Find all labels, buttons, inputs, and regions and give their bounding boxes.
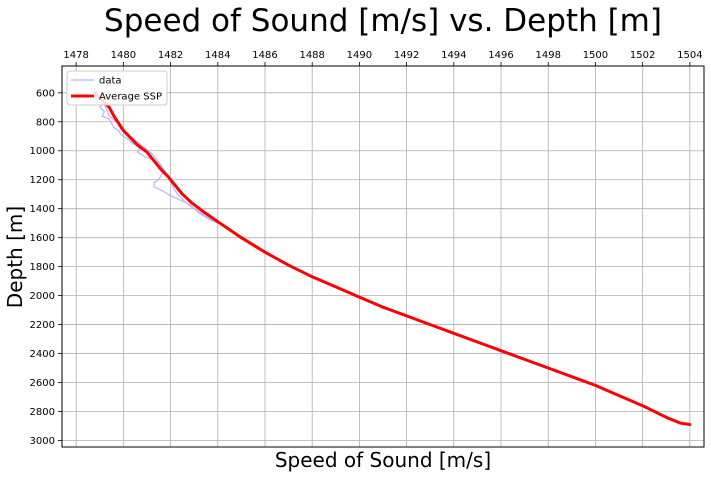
- x-tick-label: 1504: [677, 50, 702, 61]
- y-tick-label: 1000: [30, 146, 55, 157]
- x-tick-label: 1492: [394, 50, 419, 61]
- series-line-average-ssp: [93, 91, 692, 426]
- x-tick-label: 1494: [441, 50, 466, 61]
- plot-frame: [61, 65, 705, 448]
- y-tick-label: 800: [36, 117, 55, 128]
- x-tick-label: 1496: [488, 50, 513, 61]
- y-tick-label: 2200: [30, 320, 55, 331]
- x-tick-label: 1480: [111, 50, 136, 61]
- y-tick-label: 1200: [30, 175, 55, 186]
- legend-label: data: [99, 76, 122, 87]
- x-axis-label: Speed of Sound [m/s]: [275, 448, 491, 472]
- x-tick-label: 1498: [535, 50, 560, 61]
- y-axis-label: Depth [m]: [3, 206, 27, 308]
- y-tick-label: 600: [36, 88, 55, 99]
- y-tick-label: 2600: [30, 378, 55, 389]
- legend: data Average SSP: [66, 70, 168, 106]
- x-tick-label: 1484: [205, 50, 230, 61]
- y-tick-label: 1800: [30, 262, 55, 273]
- x-tick-label: 1488: [299, 50, 324, 61]
- grid: [62, 66, 704, 447]
- x-tick-label: 1500: [583, 50, 608, 61]
- x-ticks: 1478 1480 1482 1484 1486 1488 1490 1492 1494 1496…: [63, 50, 703, 66]
- y-tick-label: 2400: [30, 349, 55, 360]
- legend-label: Average SSP: [99, 92, 162, 103]
- y-tick-label: 3000: [30, 436, 55, 447]
- y-tick-label: 2000: [30, 291, 55, 302]
- x-tick-label: 1490: [347, 50, 372, 61]
- series-line-data-0: [92, 86, 219, 224]
- series-line-data-1: [96, 92, 219, 224]
- x-tick-label: 1502: [630, 50, 655, 61]
- y-ticks: 600 800 1000 1200 1400 1600 1800 2000 2200 2400 26…: [30, 88, 62, 447]
- chart-title: Speed of Sound [m/s] vs. Depth [m]: [104, 3, 662, 39]
- series-group: [92, 86, 692, 426]
- y-tick-label: 2800: [30, 407, 55, 418]
- y-tick-label: 1400: [30, 204, 55, 215]
- x-tick-label: 1482: [158, 50, 183, 61]
- x-tick-label: 1478: [63, 50, 88, 61]
- x-tick-label: 1486: [252, 50, 277, 61]
- y-tick-label: 1600: [30, 233, 55, 244]
